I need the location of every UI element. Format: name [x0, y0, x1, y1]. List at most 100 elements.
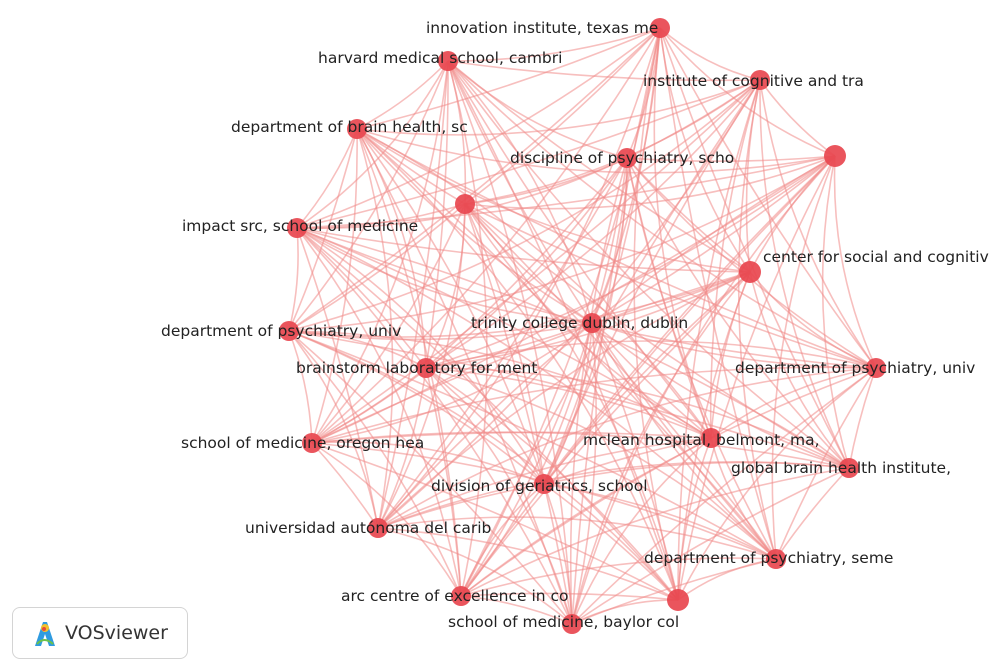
node-label[interactable]: mclean hospital, belmont, ma, — [583, 431, 820, 449]
network-edge — [311, 367, 427, 444]
node-label[interactable]: innovation institute, texas me — [426, 19, 658, 37]
network-edge — [356, 128, 751, 273]
network-edge — [356, 128, 593, 324]
network-edge — [311, 442, 679, 601]
network-edge — [296, 227, 379, 529]
vosviewer-badge[interactable]: VOSviewer — [12, 607, 188, 659]
network-node[interactable] — [287, 218, 307, 238]
network-node[interactable] — [438, 51, 458, 71]
network-node[interactable] — [766, 549, 786, 569]
network-edge — [749, 271, 877, 369]
node-label[interactable]: institute of cognitive and tra — [643, 72, 864, 90]
network-edge — [464, 203, 877, 369]
network-node[interactable] — [750, 70, 770, 90]
network-node[interactable] — [279, 321, 299, 341]
network-node[interactable] — [701, 428, 721, 448]
node-label[interactable]: department of psychiatry, univ — [735, 359, 975, 377]
node-label[interactable]: center for social and cognitiv — [763, 248, 989, 266]
network-node[interactable] — [839, 458, 859, 478]
network-edge — [296, 155, 836, 229]
network-edge — [288, 330, 712, 439]
network-edge — [710, 437, 777, 560]
network-edge — [425, 367, 712, 439]
network-node[interactable] — [455, 194, 475, 214]
network-edge — [296, 128, 358, 229]
node-layer — [279, 18, 886, 634]
network-edge — [377, 271, 751, 529]
network-node[interactable] — [534, 474, 554, 494]
network-edge — [460, 467, 850, 597]
network-node[interactable] — [617, 148, 637, 168]
node-label[interactable]: department of psychiatry, univ — [161, 322, 401, 340]
network-edge — [543, 483, 679, 601]
node-label[interactable]: impact src, school of medicine — [182, 217, 418, 235]
network-edge — [771, 155, 836, 560]
network-edge — [377, 460, 850, 529]
network-node[interactable] — [667, 589, 689, 611]
network-edge — [447, 60, 761, 82]
network-edge — [543, 155, 836, 485]
node-label[interactable]: global brain health institute, — [731, 459, 951, 477]
network-edge — [356, 128, 877, 369]
network-edge — [425, 79, 761, 369]
network-edge — [543, 483, 573, 625]
node-label[interactable]: trinity college dublin, dublin — [471, 314, 688, 332]
node-label[interactable]: division of geriatrics, school — [431, 477, 648, 495]
network-node[interactable] — [562, 614, 582, 634]
network-edge — [460, 592, 679, 601]
network-node[interactable] — [302, 433, 322, 453]
network-node[interactable] — [739, 261, 761, 283]
node-label[interactable]: department of brain health, sc — [231, 118, 468, 136]
network-edge — [659, 27, 877, 369]
node-label[interactable]: brainstorm laboratory for ment — [296, 359, 537, 377]
network-node[interactable] — [368, 518, 388, 538]
network-edge — [464, 203, 777, 560]
node-label[interactable]: department of psychiatry, seme — [644, 549, 893, 567]
network-edge — [288, 271, 751, 338]
network-edge — [759, 79, 877, 369]
network-edge — [296, 227, 777, 560]
node-label[interactable]: arc centre of excellence in co — [341, 587, 569, 605]
network-edge — [296, 227, 545, 485]
network-edge — [288, 79, 761, 332]
network-node[interactable] — [824, 145, 846, 167]
network-edge — [311, 203, 466, 444]
network-edge — [425, 367, 679, 601]
network-edge — [759, 79, 836, 157]
network-edge — [626, 157, 850, 469]
network-edge — [464, 155, 836, 210]
network-edge — [677, 437, 712, 601]
node-label[interactable]: harvard medical school, cambri — [318, 49, 562, 67]
network-edge — [591, 155, 836, 324]
network-edge — [460, 557, 777, 597]
brand-label: VOSviewer — [65, 622, 168, 644]
network-edge — [377, 60, 449, 529]
network-node[interactable] — [416, 358, 436, 378]
edge-layer — [288, 27, 877, 625]
network-edge — [377, 527, 679, 601]
network-node[interactable] — [866, 358, 886, 378]
node-label[interactable]: school of medicine, baylor col — [448, 613, 679, 631]
network-node[interactable] — [582, 313, 602, 333]
network-edge — [356, 60, 449, 130]
node-label[interactable]: school of medicine, oregon hea — [181, 434, 424, 452]
network-edge — [759, 79, 850, 469]
network-edge — [425, 367, 777, 560]
network-node[interactable] — [650, 18, 670, 38]
node-label[interactable]: discipline of psychiatry, scho — [510, 149, 734, 167]
network-edge — [296, 203, 466, 229]
network-edge — [833, 155, 877, 369]
network-edge — [288, 330, 313, 444]
network-edge — [288, 330, 573, 625]
network-edge — [464, 203, 573, 625]
network-node[interactable] — [451, 586, 471, 606]
label-layer: innovation institute, texas me harvard me… — [161, 19, 989, 631]
network-edge — [460, 483, 545, 597]
network-edge — [848, 367, 877, 469]
network-node[interactable] — [347, 119, 367, 139]
node-label[interactable]: universidad autónoma del carib — [245, 519, 491, 537]
network-edge — [296, 227, 427, 369]
network-edge — [775, 367, 877, 560]
network-edge — [425, 367, 462, 597]
